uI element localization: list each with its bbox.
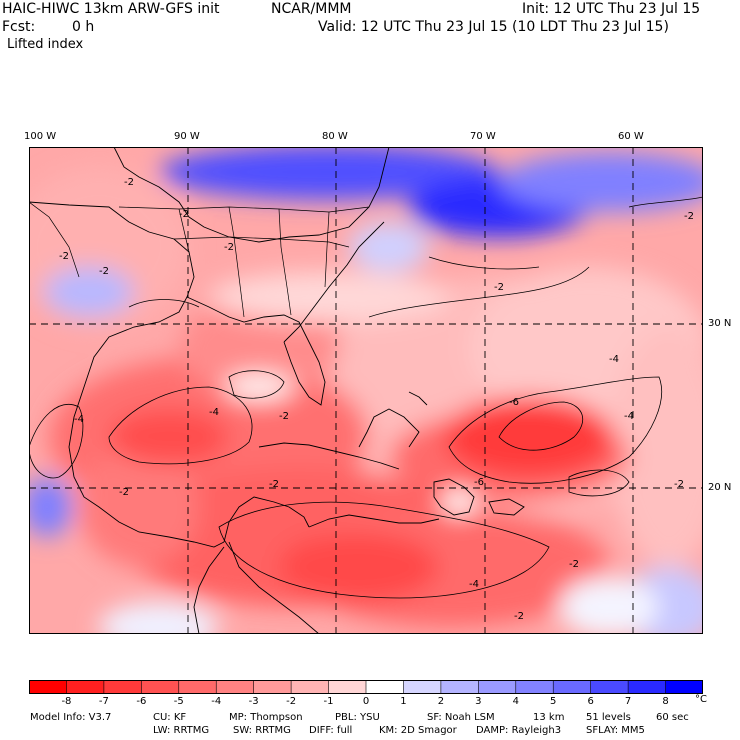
contour-label: -2 <box>674 479 684 490</box>
colorbar-tick-label: 3 <box>475 696 482 707</box>
field-shading <box>29 147 703 634</box>
contour-label: -2 <box>514 611 524 622</box>
colorbar-tick-label: -7 <box>98 696 109 707</box>
lon-label-80w: 80 W <box>322 131 348 142</box>
contour-label: -6 <box>509 397 519 408</box>
colorbar-tick-label: 2 <box>437 696 445 707</box>
model-info-cu: CU: KF <box>153 712 187 723</box>
model-title: HAIC-HIWC 13km ARW-GFS init <box>2 1 220 17</box>
model-info-km: KM: 2D Smagor <box>379 725 457 736</box>
colorbar-cell <box>103 680 142 694</box>
model-info-levels: 51 levels <box>586 712 631 723</box>
lon-label-70w: 70 W <box>470 131 496 142</box>
model-info-sf: SF: Noah LSM <box>427 712 495 723</box>
lat-label-20n: 20 N <box>708 482 732 493</box>
model-info-dt: 60 sec <box>656 712 689 723</box>
model-info-diff: DIFF: full <box>309 725 353 736</box>
colorbar-tick-label: -2 <box>286 696 297 707</box>
org-label: NCAR/MMM <box>271 1 352 17</box>
colorbar-unit: °C <box>695 694 707 705</box>
colorbar-cell <box>515 680 554 694</box>
colorbar-tick-label: 5 <box>550 696 557 707</box>
model-info-mp: MP: Thompson <box>229 712 303 723</box>
model-info-pbl: PBL: YSU <box>335 712 380 723</box>
model-info-damp: DAMP: Rayleigh3 <box>476 725 562 736</box>
contour-label: -2 <box>279 411 289 422</box>
contour-label: -2 <box>59 251 69 262</box>
lifted-index-map: -2 -2 -2 -2 -2 -4 -2 -4 -6 -4 -2 -4 -2 -… <box>29 147 703 634</box>
colorbar-cell <box>253 680 292 694</box>
lat-label-30n: 30 N <box>708 318 732 329</box>
map-frame <box>29 147 703 634</box>
colorbar <box>29 680 703 694</box>
colorbar-cell <box>141 680 180 694</box>
colorbar-cell <box>553 680 592 694</box>
lon-label-100w: 100 W <box>24 131 57 142</box>
contour-label: -2 <box>569 559 579 570</box>
contour-label: -6 <box>474 477 484 488</box>
contour-label: -4 <box>609 354 619 365</box>
colorbar-cell <box>29 680 67 694</box>
colorbar-cell <box>291 680 330 694</box>
contour-label: -2 <box>99 266 109 277</box>
contour-labels: -2 -2 -2 -2 -2 -4 -2 -4 -6 -4 -2 -4 -2 -… <box>59 177 694 622</box>
valid-time: Valid: 12 UTC Thu 23 Jul 15 (10 LDT Thu … <box>318 19 669 35</box>
colorbar-tick-label: -8 <box>61 696 72 707</box>
colorbar-cell <box>440 680 479 694</box>
contour-lines <box>29 196 703 599</box>
lon-label-60w: 60 W <box>618 131 644 142</box>
colorbar-tick-label: -4 <box>211 696 222 707</box>
contour-label: -2 <box>684 211 694 222</box>
contour-label: -4 <box>74 414 84 425</box>
coastlines <box>29 147 525 634</box>
contour-label: -4 <box>624 411 634 422</box>
field-name: Lifted index <box>7 37 84 52</box>
colorbar-tick-label: -6 <box>136 696 147 707</box>
contour-label: -2 <box>494 282 504 293</box>
colorbar-cell <box>665 680 703 694</box>
colorbar-cell <box>478 680 517 694</box>
forecast-label: Fcst: <box>2 19 36 35</box>
colorbar-cell <box>178 680 217 694</box>
model-info-res: 13 km <box>533 712 565 723</box>
colorbar-cell <box>628 680 667 694</box>
contour-label: -2 <box>224 242 234 253</box>
colorbar-cell <box>66 680 105 694</box>
model-info-sw: SW: RRTMG <box>233 725 291 736</box>
latlon-grid <box>29 147 703 634</box>
colorbar-cell <box>366 680 404 694</box>
model-info-version: Model Info: V3.7 <box>30 712 112 723</box>
colorbar-tick-label: -5 <box>173 696 184 707</box>
contour-label: -2 <box>179 209 189 220</box>
colorbar-tick-label: 6 <box>587 696 594 707</box>
contour-label: -4 <box>469 579 479 590</box>
colorbar-tick-label: -3 <box>248 696 259 707</box>
contour-label: -2 <box>124 177 134 188</box>
colorbar-tick-label: 4 <box>512 696 519 707</box>
contour-label: -2 <box>269 479 279 490</box>
colorbar-cell <box>403 680 442 694</box>
init-time: Init: 12 UTC Thu 23 Jul 15 <box>522 1 701 17</box>
contour-label: -4 <box>209 407 219 418</box>
colorbar-cell <box>328 680 367 694</box>
colorbar-tick-label: 8 <box>662 696 669 707</box>
model-info-sflay: SFLAY: MM5 <box>586 725 645 736</box>
colorbar-cell <box>590 680 629 694</box>
colorbar-cell <box>216 680 255 694</box>
colorbar-tick-label: 0 <box>362 696 370 707</box>
forecast-hour: 0 h <box>72 19 95 35</box>
colorbar-tick-label: -1 <box>323 696 334 707</box>
contour-label: -2 <box>119 487 129 498</box>
colorbar-tick-label: 7 <box>624 696 632 707</box>
colorbar-tick-label: 1 <box>400 696 407 707</box>
model-info-lw: LW: RRTMG <box>153 725 210 736</box>
lon-label-90w: 90 W <box>174 131 200 142</box>
